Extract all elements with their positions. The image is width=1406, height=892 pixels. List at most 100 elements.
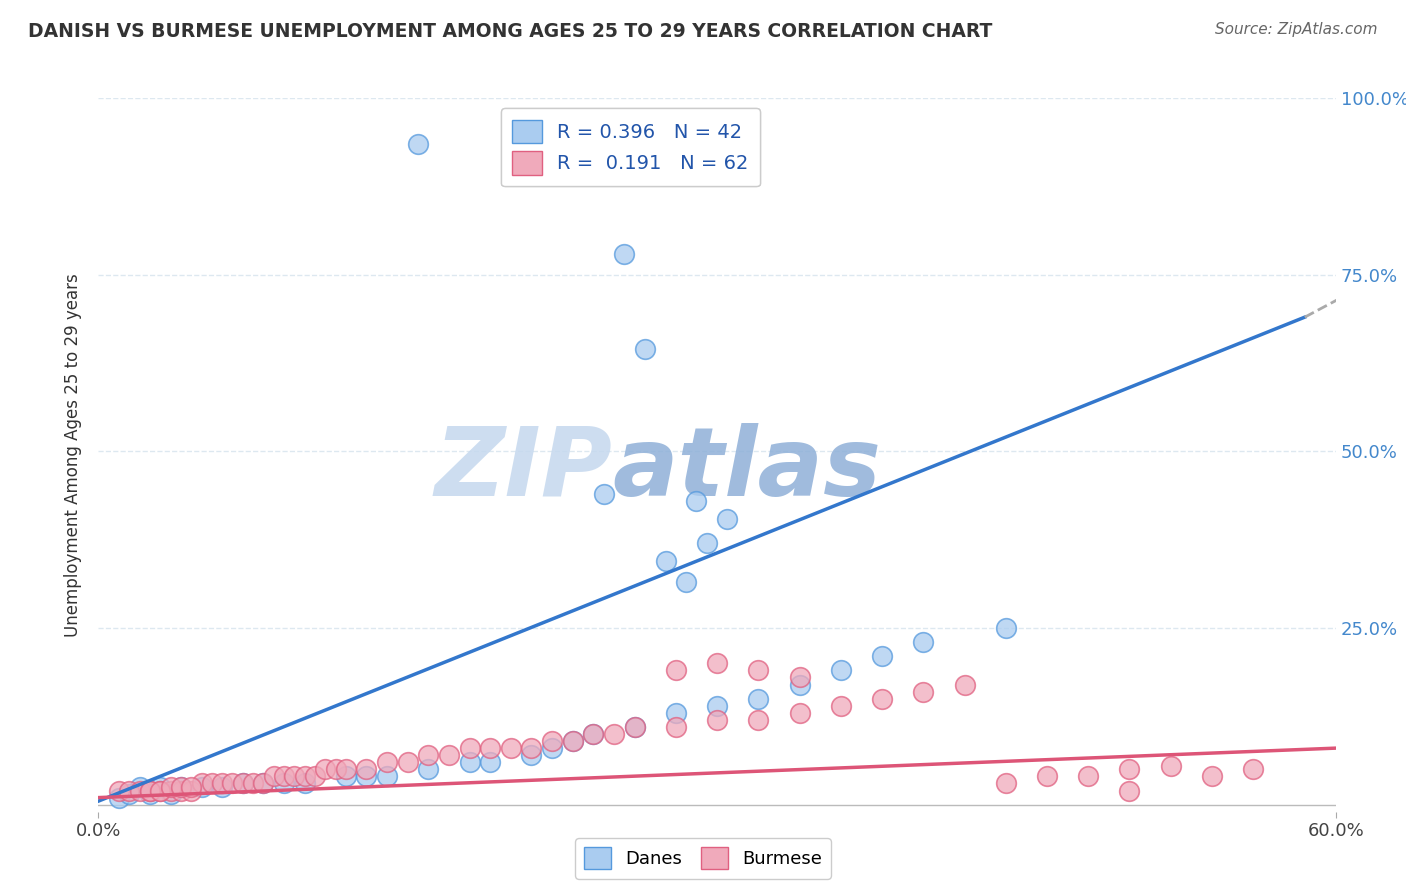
Text: ZIP: ZIP xyxy=(434,423,612,516)
Point xyxy=(747,691,769,706)
Point xyxy=(912,684,935,698)
Point xyxy=(541,734,564,748)
Point xyxy=(221,776,243,790)
Point xyxy=(325,762,347,776)
Point xyxy=(170,780,193,794)
Point xyxy=(396,756,419,770)
Point xyxy=(314,762,336,776)
Point xyxy=(437,748,460,763)
Point xyxy=(479,756,502,770)
Point xyxy=(665,706,688,720)
Point xyxy=(180,783,202,797)
Point xyxy=(356,769,378,783)
Point xyxy=(665,664,688,678)
Point xyxy=(294,776,316,790)
Point xyxy=(273,776,295,790)
Point xyxy=(561,734,583,748)
Point xyxy=(747,713,769,727)
Point xyxy=(108,790,131,805)
Point xyxy=(623,720,645,734)
Point xyxy=(139,783,162,797)
Point xyxy=(118,787,141,801)
Point xyxy=(211,776,233,790)
Point xyxy=(789,671,811,685)
Point xyxy=(747,664,769,678)
Point xyxy=(613,246,636,260)
Point xyxy=(108,783,131,797)
Point xyxy=(912,635,935,649)
Point xyxy=(665,720,688,734)
Point xyxy=(1160,759,1182,773)
Point xyxy=(159,780,181,794)
Point xyxy=(685,493,707,508)
Point xyxy=(706,698,728,713)
Point xyxy=(561,734,583,748)
Point xyxy=(582,727,605,741)
Point xyxy=(830,664,852,678)
Point xyxy=(706,713,728,727)
Point xyxy=(159,783,181,797)
Point xyxy=(180,780,202,794)
Point xyxy=(375,756,398,770)
Legend: R = 0.396   N = 42, R =  0.191   N = 62: R = 0.396 N = 42, R = 0.191 N = 62 xyxy=(501,108,761,186)
Point xyxy=(592,487,614,501)
Point xyxy=(654,554,676,568)
Point xyxy=(870,649,893,664)
Point xyxy=(252,776,274,790)
Point xyxy=(634,342,657,356)
Point xyxy=(479,741,502,756)
Point xyxy=(304,769,326,783)
Point xyxy=(830,698,852,713)
Point xyxy=(283,769,305,783)
Point xyxy=(1118,783,1140,797)
Point xyxy=(696,536,718,550)
Point xyxy=(149,780,172,794)
Point xyxy=(1241,762,1264,776)
Y-axis label: Unemployment Among Ages 25 to 29 years: Unemployment Among Ages 25 to 29 years xyxy=(65,273,83,637)
Point xyxy=(499,741,522,756)
Point xyxy=(994,621,1017,635)
Text: atlas: atlas xyxy=(612,423,882,516)
Point xyxy=(603,727,626,741)
Point xyxy=(118,783,141,797)
Point xyxy=(170,783,193,797)
Point xyxy=(149,783,172,797)
Point xyxy=(252,776,274,790)
Point xyxy=(242,776,264,790)
Point xyxy=(1036,769,1059,783)
Point xyxy=(1077,769,1099,783)
Point xyxy=(190,780,212,794)
Point xyxy=(149,783,172,797)
Point xyxy=(1201,769,1223,783)
Point xyxy=(201,776,224,790)
Point xyxy=(789,706,811,720)
Point xyxy=(232,776,254,790)
Point xyxy=(520,748,543,763)
Point xyxy=(706,657,728,671)
Point xyxy=(789,677,811,691)
Point xyxy=(232,776,254,790)
Point xyxy=(190,776,212,790)
Point xyxy=(159,787,181,801)
Point xyxy=(273,769,295,783)
Point xyxy=(541,741,564,756)
Point xyxy=(520,741,543,756)
Point xyxy=(623,720,645,734)
Point xyxy=(418,748,440,763)
Point xyxy=(170,780,193,794)
Point xyxy=(375,769,398,783)
Legend: Danes, Burmese: Danes, Burmese xyxy=(575,838,831,879)
Point xyxy=(1118,762,1140,776)
Text: DANISH VS BURMESE UNEMPLOYMENT AMONG AGES 25 TO 29 YEARS CORRELATION CHART: DANISH VS BURMESE UNEMPLOYMENT AMONG AGE… xyxy=(28,22,993,41)
Point xyxy=(458,741,481,756)
Point xyxy=(870,691,893,706)
Point xyxy=(128,780,150,794)
Point xyxy=(458,756,481,770)
Point xyxy=(139,787,162,801)
Point xyxy=(356,762,378,776)
Point xyxy=(335,762,357,776)
Point xyxy=(418,762,440,776)
Point xyxy=(263,769,285,783)
Point xyxy=(211,780,233,794)
Text: Source: ZipAtlas.com: Source: ZipAtlas.com xyxy=(1215,22,1378,37)
